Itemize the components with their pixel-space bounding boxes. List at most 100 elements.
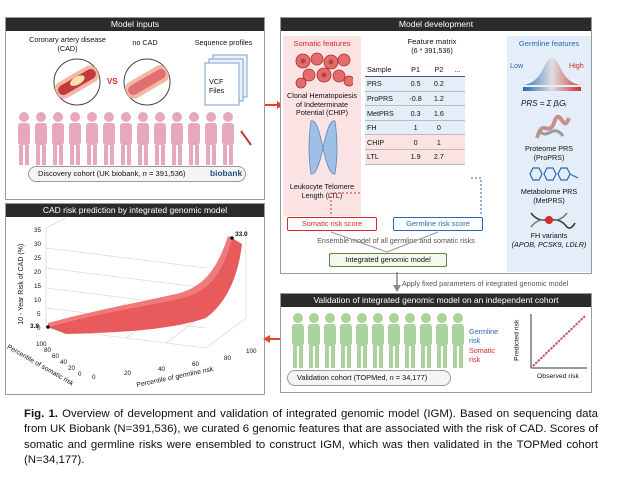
validation-title: Validation of integrated genomic model o… — [281, 294, 591, 307]
matrix-dims: (6 * 391,536) — [411, 46, 453, 55]
z-tick: 20 — [34, 269, 42, 276]
z-tick: 15 — [34, 283, 42, 290]
feature-matrix-table: Sample P1 P2 ... PRS 0.5 0.2 ProPRS -0.8 1.2… — [365, 62, 465, 165]
discovery-prefix: Discovery cohort (UK biobank, — [38, 169, 143, 178]
matrix-cell: 1.6 — [428, 105, 450, 121]
chip-label: Clonal Hematopoiesis of Indeterminate Po… — [287, 91, 357, 117]
matrix-row: MetPRS 0.3 1.6 — [365, 105, 465, 121]
chip-cells-illustration — [295, 52, 353, 89]
max-marker — [230, 236, 234, 240]
validation-cohort-label: Validation cohort (TOPMed, n = 34,177) — [297, 373, 428, 383]
y-tick: 0 — [78, 371, 82, 378]
min-value-label: 3.8 — [30, 323, 40, 330]
cohort-silhouettes — [18, 112, 252, 165]
discovery-cohort-label: Discovery cohort (UK biobank, n = 391,53… — [38, 169, 186, 179]
proteome-label: Proteome PRS (ProPRS) — [525, 144, 573, 162]
calibration-x-label: Observed risk — [537, 373, 579, 380]
low-label: Low — [510, 61, 524, 70]
z-tick: 0 — [37, 325, 41, 332]
x-tick: 100 — [246, 348, 257, 355]
matrix-cell: 0.5 — [403, 76, 429, 92]
y-tick: 60 — [52, 353, 60, 360]
validation-n: n — [389, 373, 394, 382]
matrix-title: Feature matrix — [407, 37, 457, 46]
chromosome-illustration — [308, 120, 338, 175]
prediction-title: CAD risk prediction by integrated genomi… — [6, 204, 264, 217]
matrix-cell: 2.7 — [428, 149, 450, 165]
cad-label: Coronary artery disease (CAD) — [29, 35, 106, 53]
z-tick: 5 — [37, 311, 41, 318]
matrix-row-label: CHIP — [365, 134, 403, 151]
prediction-panel: CAD risk prediction by integrated genomi… — [5, 203, 265, 395]
somatic-risk-score-box: Somatic risk score — [287, 217, 377, 231]
discovery-n: n — [142, 169, 147, 178]
max-value-label: 33.0 — [235, 231, 248, 238]
model-inputs-title: Model inputs — [6, 18, 264, 31]
sequence-profiles-label: Sequence profiles — [194, 38, 253, 47]
calibration-plot — [530, 314, 587, 369]
x-tick: 60 — [192, 361, 200, 368]
matrix-col-p2: P2 — [428, 62, 450, 78]
x-tick: 80 — [224, 355, 232, 362]
apply-parameters-text: Apply fixed parameters of integrated gen… — [402, 279, 569, 288]
protein-illustration — [535, 114, 571, 139]
prs-distribution-illustration — [523, 58, 581, 91]
matrix-col-p1: P1 — [403, 62, 429, 78]
x-tick: 0 — [92, 374, 96, 381]
matrix-row-label: LTL — [365, 149, 403, 165]
matrix-row-label: ProPRS — [365, 91, 403, 107]
artery-healthy-illustration — [123, 58, 171, 106]
model-development-panel: Model development Somatic features Clona… — [280, 17, 592, 274]
metabolome-label: Metabolome PRS (MetPRS) — [520, 187, 578, 205]
matrix-cell: 1.9 — [403, 149, 429, 165]
matrix-cell: 1 — [403, 120, 429, 136]
y-tick: 100 — [36, 341, 47, 348]
matrix-cell: 1 — [428, 134, 450, 151]
y-tick: 20 — [68, 365, 76, 372]
matrix-row-label: PRS — [365, 76, 403, 92]
validation-panel: Validation of integrated genomic model o… — [280, 293, 592, 393]
matrix-cell: 0 — [428, 120, 450, 136]
prs-formula: PRS = Σ βᵢGᵢ — [521, 99, 566, 109]
x-tick: 20 — [124, 370, 132, 377]
figure-caption: Fig. 1. Overview of development and vali… — [24, 407, 598, 469]
vs-label: VS — [107, 77, 118, 86]
matrix-row: CHIP 0 1 — [365, 134, 465, 151]
validation-suffix: = 34,177) — [393, 373, 428, 382]
somatic-features-title: Somatic features — [293, 39, 351, 48]
matrix-cell: 0 — [403, 134, 429, 151]
high-label: High — [569, 61, 584, 70]
connector-lines — [330, 177, 482, 253]
z-tick: 30 — [34, 241, 42, 248]
matrix-cell: 1.2 — [428, 91, 450, 107]
z-tick: 25 — [34, 255, 42, 262]
model-development-title: Model development — [281, 18, 591, 31]
germline-risk-score-box: Germline risk score — [393, 217, 483, 231]
dna-illustration — [530, 212, 576, 229]
arrow-development-to-validation — [393, 272, 401, 292]
z-tick: 10 — [34, 297, 42, 304]
validation-somatic-risk: Somatic risk — [469, 346, 495, 364]
vcf-files-label: VCF Files — [209, 77, 225, 95]
metabolome-illustration — [529, 167, 579, 181]
matrix-header-row: Sample P1 P2 ... — [365, 62, 465, 78]
discovery-suffix: = 391,536) — [146, 169, 186, 178]
matrix-cell: 0.3 — [403, 105, 429, 121]
vcf-files-icon — [204, 54, 248, 106]
prs-formula-lhs: PRS — [521, 99, 538, 108]
min-marker — [46, 325, 50, 329]
matrix-row: PRS 0.5 0.2 — [365, 76, 465, 92]
somatic-features-bg — [283, 36, 361, 216]
y-tick: 40 — [60, 359, 68, 366]
matrix-cell: 0.2 — [428, 76, 450, 92]
discovery-cohort-box — [28, 166, 246, 182]
ensemble-text: Ensemble model of all germline and somat… — [317, 236, 475, 245]
z-tick: 35 — [34, 227, 42, 234]
validation-cohort-silhouettes — [292, 313, 464, 368]
risk-surface-plot — [45, 218, 247, 349]
x-tick: 40 — [158, 366, 166, 373]
validation-cohort-box — [287, 370, 451, 386]
fh-genes-label: (APOB, PCSK9, LDLR) — [511, 240, 587, 249]
ltl-label: Leukocyte Telomere Length (LTL) — [289, 182, 355, 200]
matrix-row-label: FH — [365, 120, 403, 136]
